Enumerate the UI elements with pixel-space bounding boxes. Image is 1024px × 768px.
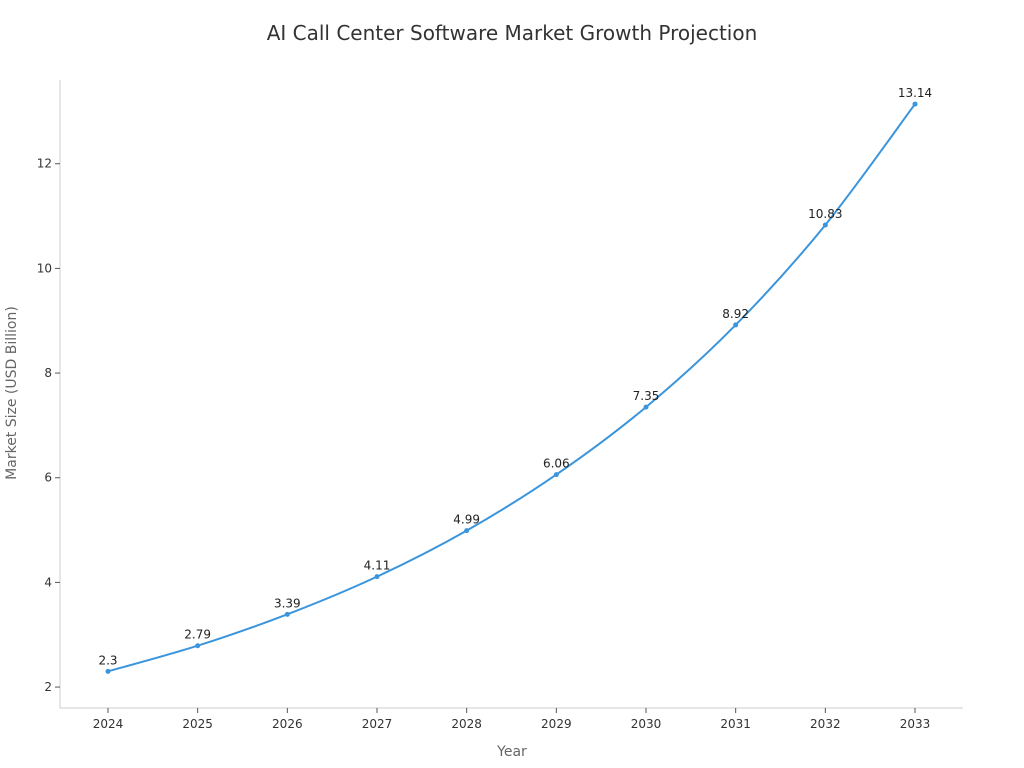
series-layer	[105, 101, 918, 674]
x-tick-label: 2029	[541, 717, 572, 731]
data-label: 13.14	[898, 86, 932, 100]
data-label: 3.39	[274, 596, 301, 610]
x-axis-ticks: 2024 2025 2026 2027 2028 2029 2030 2031 2032 2033	[93, 708, 931, 731]
y-tick-label: 4	[44, 575, 52, 589]
data-label: 7.35	[633, 389, 660, 403]
y-tick-label: 10	[37, 261, 52, 275]
data-label: 8.92	[722, 307, 749, 321]
x-tick-label: 2033	[900, 717, 931, 731]
x-tick-label: 2032	[810, 717, 841, 731]
data-point	[822, 222, 828, 228]
data-point	[195, 643, 201, 649]
data-point	[464, 528, 470, 534]
x-tick-label: 2031	[720, 717, 751, 731]
data-label: 2.3	[98, 653, 117, 667]
series-line	[107, 103, 916, 673]
y-tick-label: 6	[44, 471, 52, 485]
data-point	[912, 101, 918, 107]
data-label: 4.99	[453, 513, 480, 527]
x-tick-label: 2025	[182, 717, 213, 731]
data-point	[284, 611, 290, 617]
data-labels-layer: 2.3 2.79 3.39 4.11 4.99 6.06 7.35 8.92 10.83 13.1…	[98, 86, 932, 667]
data-label: 10.83	[808, 207, 842, 221]
data-point	[105, 668, 111, 674]
x-tick-label: 2027	[362, 717, 393, 731]
x-tick-label: 2026	[272, 717, 303, 731]
data-label: 4.11	[364, 559, 391, 573]
y-tick-label: 12	[37, 157, 52, 171]
data-label: 6.06	[543, 457, 570, 471]
data-point	[733, 322, 739, 328]
y-axis-label: Market Size (USD Billion)	[4, 306, 20, 480]
y-tick-label: 8	[44, 366, 52, 380]
data-label: 2.79	[184, 628, 211, 642]
x-axis-label: Year	[496, 744, 527, 760]
x-tick-label: 2028	[451, 717, 482, 731]
y-tick-label: 2	[44, 680, 52, 694]
x-tick-label: 2030	[631, 717, 662, 731]
x-tick-label: 2024	[93, 717, 124, 731]
y-axis-ticks: 2 4 6 8 10 12	[37, 157, 60, 694]
chart-title: AI Call Center Software Market Growth Pr…	[267, 21, 758, 45]
data-point	[643, 404, 649, 410]
data-point	[553, 472, 559, 478]
data-point	[374, 574, 380, 580]
